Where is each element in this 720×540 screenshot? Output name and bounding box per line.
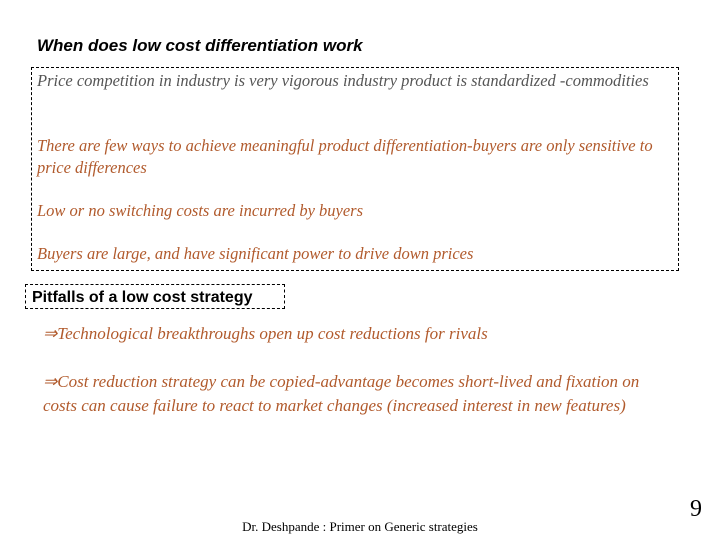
condition: Buyers are large, and have significant p… [37,244,474,263]
footer: Dr. Deshpande : Primer on Generic strate… [242,519,478,534]
condition: There are few ways to achieve meaningful… [37,136,653,177]
pitfall: ⇒Technological breakthroughs open up cos… [43,324,488,343]
title: When does low cost differentiation work [37,36,363,55]
page-number: 9 [690,496,702,522]
conditions-box [31,67,679,271]
condition: Price competition in industry is very vi… [37,71,649,90]
pitfalls-heading: Pitfalls of a low cost strategy [25,284,285,309]
pitfall: ⇒Cost reduction strategy can be copied-a… [43,372,640,415]
condition: Low or no switching costs are incurred b… [37,201,364,220]
